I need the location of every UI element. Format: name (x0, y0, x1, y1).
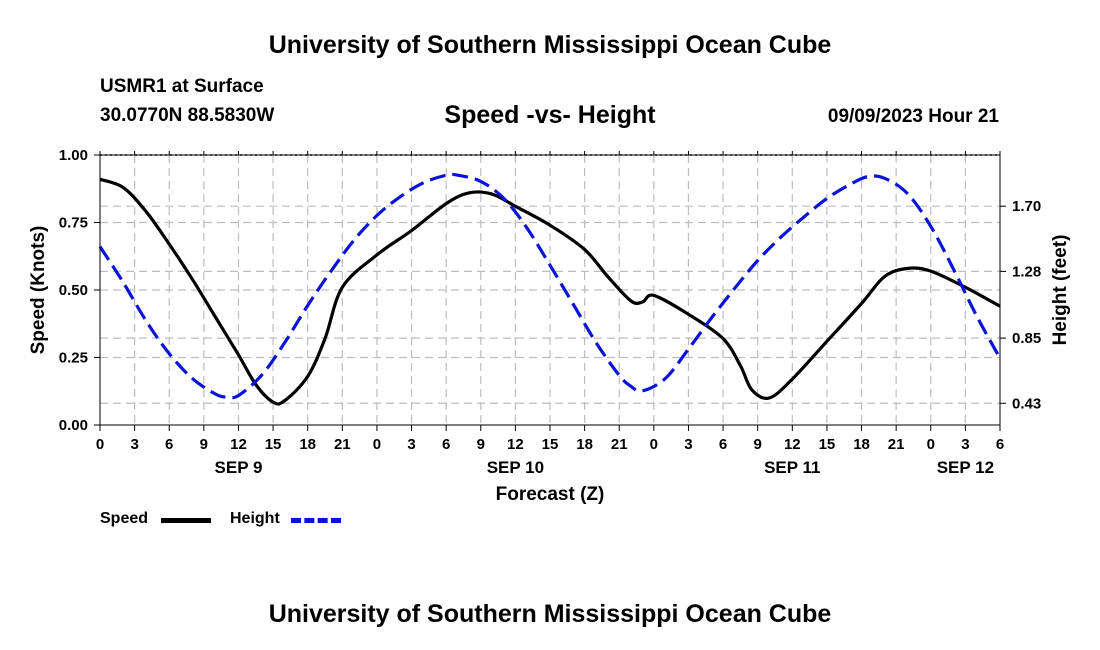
x-tick-label: 9 (477, 436, 485, 453)
date-label: SEP 12 (937, 458, 994, 477)
x-tick-label: 3 (407, 436, 415, 453)
series-layer (98, 172, 1002, 406)
station-name: USMR1 at Surface (100, 76, 264, 97)
x-tick-label: 6 (442, 436, 450, 453)
x-tick-label: 3 (130, 436, 138, 453)
station-coordinates: 30.0770N 88.5830W (100, 105, 275, 126)
x-tick-label: 3 (684, 436, 692, 453)
legend-height-label: Height (230, 510, 280, 527)
legend-speed-swatch (161, 518, 211, 523)
x-tick-label: 15 (819, 436, 836, 453)
date-label: SEP 10 (487, 458, 544, 477)
y-left-tick-label: 0.00 (59, 417, 88, 434)
x-tick-label: 18 (299, 436, 316, 453)
y-right-tick-label: 0.85 (1012, 330, 1041, 347)
x-tick-label: 9 (200, 436, 208, 453)
x-tick-label: 18 (853, 436, 870, 453)
x-axis-label: Forecast (Z) (496, 484, 605, 505)
x-tick-label: 0 (927, 436, 935, 453)
x-tick-label: 0 (96, 436, 104, 453)
y-left-tick-label: 0.75 (59, 215, 88, 232)
x-tick-label: 12 (784, 436, 801, 453)
height-series-line (98, 172, 1002, 400)
x-tick-label: 0 (373, 436, 381, 453)
x-tick-label: 21 (334, 436, 351, 453)
y-axis-left-label: Speed (Knots) (28, 226, 49, 355)
speed-series-line (99, 177, 1001, 406)
axes: 0 3 6 9 12 15 18 21 0 3 6 9 12 15 18 21 0 3 6 9 12 15 18 21 0 3 6 0… (59, 147, 1041, 477)
x-tick-label: 0 (650, 436, 658, 453)
x-tick-label: 15 (542, 436, 559, 453)
x-tick-label: 6 (719, 436, 727, 453)
y-right-tick-label: 1.70 (1012, 198, 1041, 215)
y-left-tick-label: 1.00 (59, 147, 88, 164)
y-axis-right-label: Height (feet) (1050, 235, 1071, 346)
grid (100, 155, 1000, 425)
x-tick-label: 9 (754, 436, 762, 453)
x-tick-label: 6 (165, 436, 173, 453)
x-tick-label: 18 (576, 436, 593, 453)
date-label: SEP 11 (764, 458, 820, 477)
x-tick-label: 12 (230, 436, 247, 453)
x-tick-label: 15 (265, 436, 282, 453)
x-tick-label: 21 (611, 436, 628, 453)
y-left-tick-label: 0.25 (59, 350, 88, 367)
x-tick-label: 3 (961, 436, 969, 453)
legend-speed-label: Speed (100, 510, 149, 527)
y-right-tick-label: 1.28 (1012, 263, 1041, 280)
page-title: University of Southern Mississippi Ocean… (268, 31, 832, 59)
date-label: SEP 9 (215, 458, 263, 477)
x-tick-label: 6 (996, 436, 1004, 453)
footer-title: University of Southern Mississippi Ocean… (268, 600, 832, 628)
y-right-tick-label: 0.43 (1012, 395, 1041, 412)
x-tick-label: 12 (507, 436, 524, 453)
x-tick-label: 21 (888, 436, 905, 453)
y-left-tick-label: 0.50 (59, 282, 88, 299)
forecast-datetime: 09/09/2023 Hour 21 (827, 106, 999, 127)
chart-title: Speed -vs- Height (444, 101, 656, 129)
legend-height-swatch (291, 518, 341, 523)
